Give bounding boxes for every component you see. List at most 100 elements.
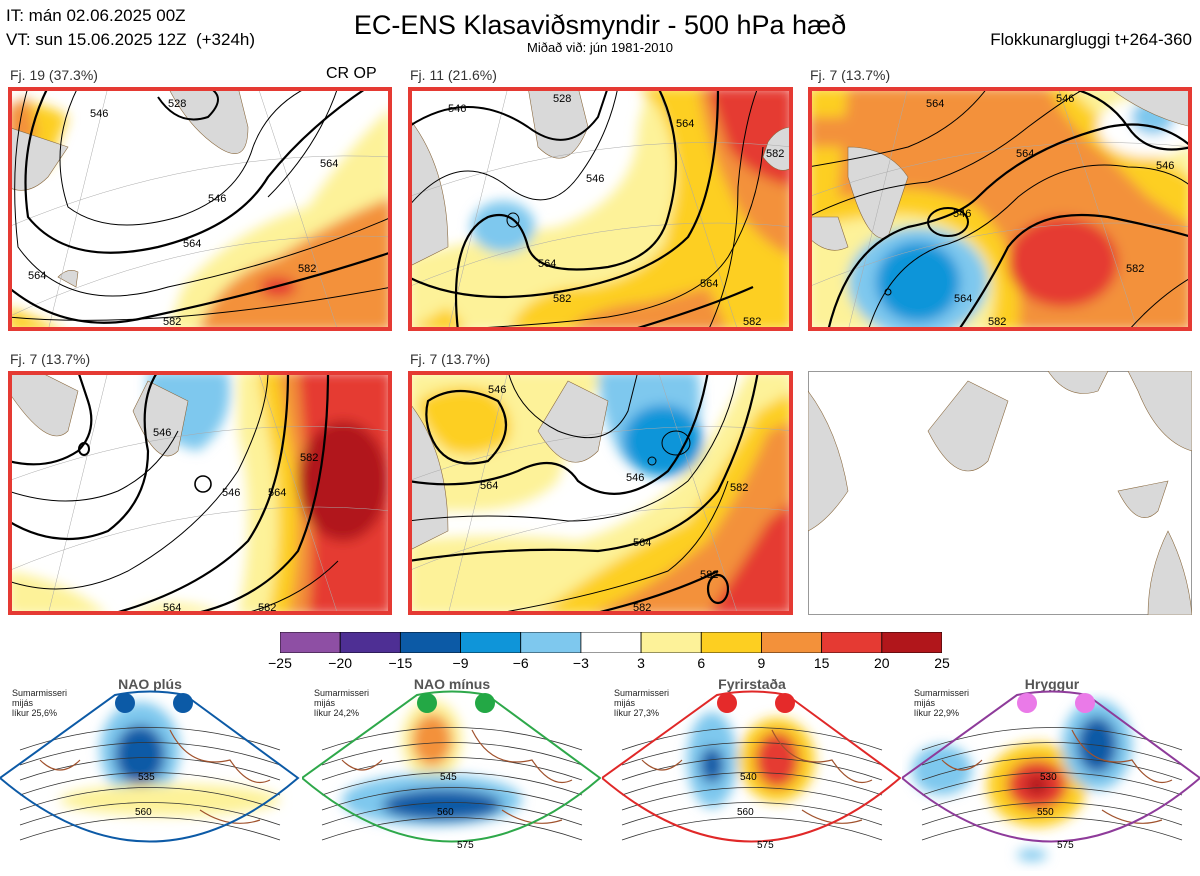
regime-contour-label: 575 [757,840,774,851]
regime-title: Fyrirstaða [718,676,786,692]
regime-marker-dot [1075,693,1095,713]
contour-label: 582 [730,482,748,494]
colorbar-tick-label: −20 [328,655,353,671]
cluster-1-tag: CR OP [326,65,377,82]
regime-contour-label: 560 [135,807,152,818]
contour-label: 582 [743,316,761,328]
contour-label: 546 [953,208,971,220]
contour-label: 564 [954,293,972,305]
colorbar-swatch [399,631,461,654]
cluster-5-map: 546 546 564 582 564 582 582 [408,371,793,615]
regime-title: NAO plús [118,676,182,692]
contour-label: 564 [700,278,718,290]
colorbar-tick-label: 6 [697,655,706,671]
regime-map: 540 560 575 [600,690,902,876]
regime-contour-label: 540 [740,772,757,783]
colorbar-swatches [279,631,943,654]
regime-season: Sumarmisseri [614,688,670,698]
regime-season: Sumarmisseri [12,688,68,698]
colorbar-swatch [339,631,401,654]
cluster-2-label: Fj. 11 (21.6%) [410,67,497,83]
colorbar-tick-label: −3 [572,655,589,671]
base-map [808,371,1192,615]
regime-contour-label: 530 [1040,772,1057,783]
regime-contour-label: 560 [737,807,754,818]
colorbar-tick-label: −6 [512,655,529,671]
cluster-1-label: Fj. 19 (37.3%) [10,67,98,83]
regime-contour-label: 575 [457,840,474,851]
classification-window: Flokkunargluggi t+264-360 [990,30,1192,49]
regime-likelihood: líkur 24,2% [314,708,360,718]
contour-label: 564 [28,270,46,282]
contour-label: 528 [553,93,571,105]
contour-label: 564 [633,537,651,549]
valid-time: VT: sun 15.06.2025 12Z (+324h) [6,30,256,49]
contour-label: 564 [538,258,556,270]
regime-title: Hryggur [1024,676,1080,692]
contour-label: 546 [208,193,226,205]
issue-time: IT: mán 02.06.2025 00Z [6,6,186,25]
regime-contour-label: 545 [440,772,457,783]
colorbar-swatch [580,631,642,654]
contour-label: 582 [163,316,181,328]
contour-label: 564 [183,238,201,250]
contour-label: 582 [553,293,571,305]
contour-label: 564 [268,487,286,499]
cluster-1-map: 546 564 546 564 528 582 564 582 [8,87,392,331]
regime-map: 530 550 575 [900,690,1200,876]
contour-label: 564 [926,98,944,110]
page-subtitle: Miðað við: jún 1981-2010 [527,40,673,55]
regime-map: 545 560 575 [300,690,602,876]
regime-period: mijás [914,698,936,708]
regime-contour-label: 535 [138,772,155,783]
cluster-5-label: Fj. 7 (13.7%) [410,351,491,367]
colorbar-swatch [761,631,823,654]
colorbar-swatch [460,631,522,654]
colorbar-swatch [640,631,702,654]
contour-label: 582 [298,263,316,275]
colorbar-swatch [520,631,582,654]
regime-contour-label: 550 [1037,807,1054,818]
contour-label: 546 [1056,93,1074,105]
regime-period: mijás [614,698,636,708]
contour-label: 582 [766,148,784,160]
colorbar-tick-label: 9 [757,655,766,671]
regime-season: Sumarmisseri [314,688,370,698]
regime-season: Sumarmisseri [914,688,970,698]
regime-period: mijás [12,698,34,708]
contour-label: 582 [700,569,718,581]
regime-likelihood: líkur 22,9% [914,708,960,718]
colorbar-tick-label: 25 [934,655,950,671]
contour-label: 582 [988,316,1006,328]
cluster-3-map: 564 546 564 546 564 582 582 546 [808,87,1192,331]
regime-marker-dot [717,693,737,713]
contour-label: 546 [153,427,171,439]
colorbar-tick-label: 3 [637,655,645,671]
contour-label: 546 [586,173,604,185]
contour-label: 564 [676,118,694,130]
regime-marker-dot [475,693,495,713]
contour-label: 546 [448,103,466,115]
colorbar-swatch [881,631,943,654]
regime-contour-label: 560 [437,807,454,818]
contour-label: 546 [90,108,108,120]
cluster-4-map: 546 564 582 546 564 582 [8,371,392,615]
regime-likelihood: líkur 27,3% [614,708,660,718]
regime-likelihood: líkur 25,6% [12,708,58,718]
regime-marker-dot [115,693,135,713]
regime-contour-label: 575 [1057,840,1074,851]
cluster-2-map: 546 528 564 582 564 546 582 564 582 [408,87,793,331]
colorbar-swatch [279,631,341,654]
regime-map: 535 560 [0,690,300,876]
colorbar-tick-label: −9 [452,655,469,671]
colorbar-tick-label: −15 [388,655,413,671]
regime-marker-dot [173,693,193,713]
regime-marker-dot [1017,693,1037,713]
contour-label: 546 [626,472,644,484]
regime-marker-dot [775,693,795,713]
contour-label: 546 [488,384,506,396]
contour-label: 546 [1156,160,1174,172]
colorbar-swatch [700,631,762,654]
colorbar-tick-label: 15 [813,655,830,671]
contour-label: 564 [480,480,498,492]
